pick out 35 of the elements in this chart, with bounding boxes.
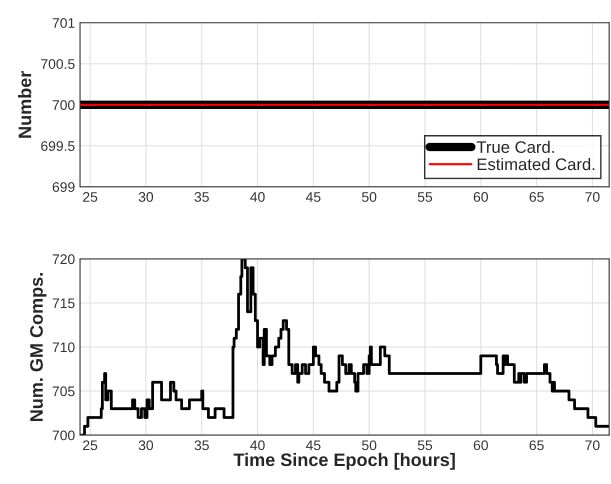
- y-tick-label: 720: [52, 254, 75, 264]
- x-axis-title: Time Since Epoch [hours]: [234, 452, 455, 470]
- x-tick-label: 50: [362, 440, 376, 450]
- x-tick-label: 60: [474, 192, 488, 202]
- y-tick-label: 700: [52, 430, 75, 440]
- x-tick-label: 40: [250, 192, 265, 202]
- x-tick-label: 35: [194, 440, 209, 450]
- x-tick-label: 65: [530, 192, 544, 202]
- x-tick-label: 30: [138, 192, 154, 202]
- x-tick-label: 35: [194, 192, 209, 202]
- y-axis-title: Num. GM Comps.: [30, 273, 46, 422]
- x-tick-label: 45: [306, 440, 320, 450]
- y-tick-label: 700.5: [41, 59, 75, 69]
- legend-label: True Card.: [476, 140, 554, 153]
- y-tick-label: 705: [52, 386, 75, 396]
- x-tick-label: 45: [306, 192, 320, 202]
- y-tick-label: 699.5: [41, 141, 75, 151]
- x-tick-label: 65: [530, 440, 544, 450]
- y-tick-label: 699: [52, 182, 75, 192]
- y-tick-label: 700: [52, 100, 75, 110]
- x-tick-label: 25: [83, 192, 98, 202]
- x-tick-label: 30: [138, 440, 154, 450]
- y-tick-label: 715: [52, 298, 75, 308]
- y-tick-label: 710: [52, 342, 75, 352]
- x-tick-label: 50: [362, 192, 376, 202]
- x-tick-label: 55: [418, 192, 432, 202]
- x-tick-label: 70: [585, 440, 600, 450]
- x-tick-label: 55: [418, 440, 432, 450]
- x-tick-label: 70: [585, 192, 600, 202]
- x-tick-label: 25: [83, 440, 98, 450]
- y-tick-label: 701: [52, 18, 75, 28]
- x-tick-label: 40: [250, 440, 265, 450]
- x-tick-label: 60: [474, 440, 488, 450]
- legend-label: Estimated Card.: [478, 158, 594, 170]
- y-axis-title: Number: [18, 70, 32, 138]
